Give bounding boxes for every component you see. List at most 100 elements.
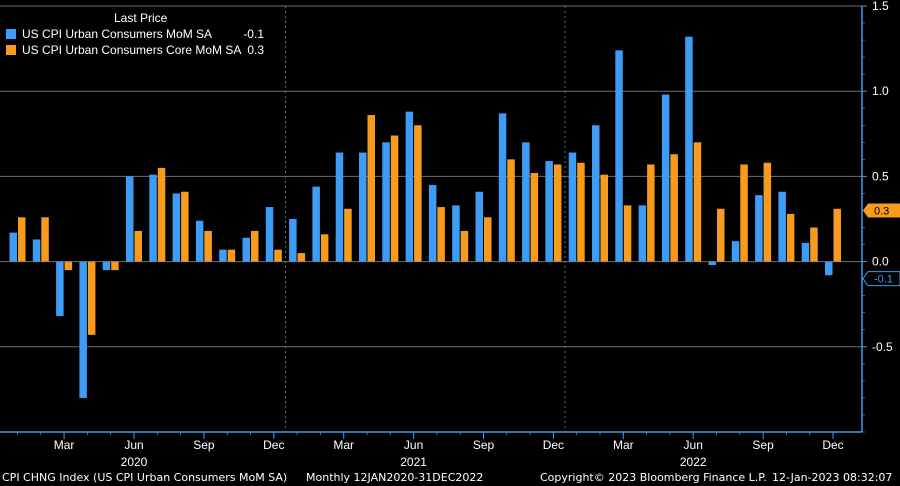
- bar-core: [600, 174, 608, 262]
- bar-core: [577, 162, 585, 262]
- bar-headline: [126, 176, 134, 262]
- bar-headline: [56, 261, 64, 317]
- bar-core: [740, 164, 748, 262]
- bar-headline: [778, 191, 786, 262]
- bar-core: [763, 162, 772, 262]
- bar-headline: [32, 239, 41, 262]
- x-tick-label: Jun: [124, 438, 143, 452]
- bar-core: [647, 164, 655, 262]
- bar-core: [670, 154, 678, 262]
- bar-core: [833, 208, 841, 262]
- last-price-tag-core: [863, 203, 900, 218]
- x-tick-label: Sep: [752, 438, 774, 452]
- bar-headline: [149, 174, 157, 262]
- bar-headline: [289, 219, 297, 262]
- bar-headline: [661, 94, 670, 262]
- bar-headline: [359, 152, 367, 262]
- bar-headline: [638, 205, 647, 262]
- y-tick-label: 0.0: [872, 255, 889, 269]
- x-tick-label: Dec: [822, 438, 843, 452]
- bar-core: [134, 230, 142, 262]
- bar-headline: [708, 261, 716, 266]
- bar-headline: [755, 195, 763, 262]
- footer-period: Monthly 12JAN2020-31DEC2022: [306, 471, 484, 484]
- footer-ticker: CPI CHNG Index (US CPI Urban Consumers M…: [2, 471, 288, 484]
- bar-core: [437, 207, 445, 262]
- bar-headline: [79, 261, 87, 398]
- legend-entry-headline: US CPI Urban Consumers MoM SA -0.1: [6, 26, 264, 42]
- bar-headline: [475, 191, 483, 262]
- legend: Last Price US CPI Urban Consumers MoM SA…: [6, 10, 264, 58]
- legend-swatch-blue: [6, 29, 16, 39]
- y-tick-label: -0.5: [872, 340, 893, 354]
- bar-core: [460, 230, 469, 262]
- bar-core: [204, 230, 212, 262]
- x-tick-label: Dec: [263, 438, 284, 452]
- y-tick-label: 0.5: [872, 169, 889, 183]
- bar-core: [553, 164, 562, 262]
- bar-core: [390, 135, 399, 262]
- bar-headline: [568, 152, 577, 262]
- bar-headline: [825, 261, 833, 276]
- legend-last-price: -0.1: [243, 27, 264, 41]
- bar-headline: [102, 261, 111, 271]
- bar-headline: [405, 111, 414, 262]
- bar-headline: [522, 142, 530, 262]
- legend-title: Last Price: [114, 11, 168, 25]
- footer-copyright: Copyright© 2023 Bloomberg Finance L.P.: [540, 471, 767, 484]
- x-tick-label: Mar: [54, 438, 75, 452]
- legend-series-name: US CPI Urban Consumers MoM SA: [22, 27, 213, 41]
- bar-headline: [498, 113, 507, 262]
- bar-core: [41, 217, 49, 262]
- footer-bar: CPI CHNG Index (US CPI Urban Consumers M…: [0, 470, 900, 486]
- bar-headline: [801, 242, 810, 262]
- bar-core: [274, 249, 282, 262]
- bar-headline: [615, 50, 623, 262]
- bar-core: [623, 205, 632, 262]
- bar-core: [87, 261, 96, 335]
- bar-headline: [195, 220, 204, 262]
- bar-headline: [452, 205, 460, 262]
- bar-headline: [428, 184, 437, 262]
- bar-core: [717, 208, 725, 262]
- last-price-tag-label: 0.3: [874, 205, 889, 217]
- legend-entry-core: US CPI Urban Consumers Core MoM SA 0.3: [6, 42, 264, 58]
- bar-core: [64, 261, 73, 271]
- bar-core: [786, 213, 795, 262]
- legend-series-name: US CPI Urban Consumers Core MoM SA: [22, 43, 242, 57]
- x-year-label: 2020: [121, 455, 148, 469]
- bar-core: [810, 227, 818, 262]
- bar-headline: [382, 142, 390, 262]
- bar-headline: [9, 232, 17, 262]
- bar-core: [693, 142, 702, 262]
- x-tick-label: Mar: [613, 438, 634, 452]
- cpi-bar-chart: 1.5 1.0 0.5 0.0 -0.5 -0.1 0.3 Mar Jun Sep Dec Mar Ju…: [0, 0, 900, 469]
- x-tick-label: Sep: [193, 438, 215, 452]
- bar-headline: [592, 125, 600, 262]
- bar-core: [111, 261, 119, 271]
- bar-core: [18, 217, 26, 262]
- bar-headline: [219, 249, 227, 262]
- last-price-tag-label: -0.1: [874, 274, 893, 286]
- bar-headline: [731, 241, 740, 262]
- x-tick-label: Dec: [543, 438, 564, 452]
- last-price-tag-headline: [862, 271, 900, 287]
- bar-core: [484, 217, 492, 262]
- bar-core: [320, 234, 329, 262]
- bar-core: [181, 191, 189, 262]
- bar-core: [507, 159, 515, 262]
- x-tick-label: Jun: [684, 438, 703, 452]
- x-year-label: 2022: [680, 455, 707, 469]
- y-tick-label: 1.0: [872, 84, 889, 98]
- bar-headline: [312, 186, 320, 262]
- bar-headline: [685, 36, 693, 262]
- bar-core: [414, 125, 422, 262]
- x-tick-label: Jun: [404, 438, 423, 452]
- x-tick-label: Sep: [473, 438, 495, 452]
- bar-core: [344, 208, 352, 262]
- bar-core: [251, 230, 259, 262]
- bar-headline: [265, 207, 274, 262]
- legend-swatch-orange: [6, 45, 16, 55]
- y-tick-label: 1.5: [872, 0, 889, 13]
- bar-headline: [545, 161, 553, 262]
